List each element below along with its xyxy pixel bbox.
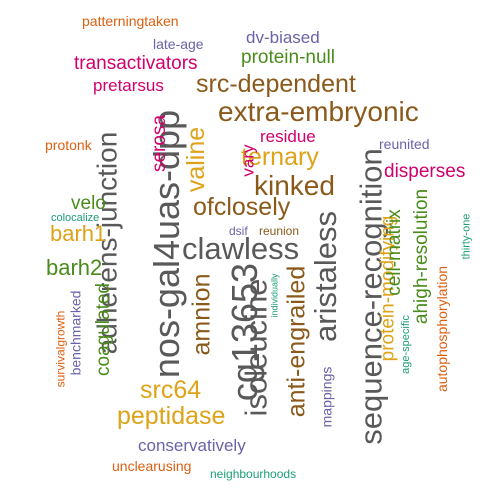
word-serosa: serosa (149, 114, 171, 173)
word-vary: vary (238, 144, 258, 177)
word-patterningtaken: patterningtaken (82, 13, 179, 29)
word-benchmarked: benchmarked (67, 290, 84, 376)
word-individually: individually (269, 273, 280, 318)
word-ofclosely: ofclosely (193, 193, 291, 221)
word-barh2: barh2 (46, 255, 103, 280)
word-thirty-one: thirty-one (460, 213, 473, 260)
word-extra-embryonic: extra-embryonic (218, 96, 419, 127)
word-coagulated: coagulated (92, 283, 114, 376)
word-age-specific: age-specific (399, 315, 412, 374)
word-isoleucine: isoleucine (238, 278, 274, 417)
word-dv-biased: dv-biased (246, 28, 320, 47)
word-disperses: disperses (384, 161, 466, 182)
word-src64: src64 (140, 376, 202, 404)
word-reunion: reunion (259, 224, 300, 238)
word-amnion: amnion (187, 273, 216, 356)
word-unclearusing: unclearusing (112, 458, 192, 474)
word-ahigh-resolution: ahigh-resolution (411, 188, 433, 325)
word-late-age: late-age (153, 36, 204, 52)
word-kinked: kinked (254, 170, 335, 201)
word-clawless: clawless (182, 231, 300, 266)
word-reunited: reunited (379, 136, 430, 152)
word-dsif: dsif (229, 224, 248, 238)
word-colocalize: colocalize (51, 212, 100, 224)
word-cell-matrix: cell-matrix (383, 209, 405, 296)
word-src-dependent: src-dependent (196, 70, 356, 98)
word-protonk: protonk (45, 137, 92, 153)
word-peptidase: peptidase (117, 402, 226, 430)
word-valine: valine (182, 126, 211, 193)
word-residue: residue (260, 127, 316, 146)
word-anti-engrailed: anti-engrailed (282, 265, 311, 418)
word-transactivators: transactivators (74, 53, 198, 74)
word-mappings: mappings (318, 366, 335, 428)
word-autophosphorylation: autophosphorylation (434, 265, 451, 393)
word-protein-null: protein-null (241, 47, 335, 68)
word-conservatively: conservatively (138, 436, 246, 455)
word-aristaless: aristaless (307, 211, 343, 342)
word-pretarsus: pretarsus (93, 76, 164, 95)
word-velo: velo (71, 193, 106, 214)
word-neighbourhoods: neighbourhoods (210, 467, 297, 481)
word-survivalgrowth: survivalgrowth (53, 310, 68, 388)
word-ternary: ternary (241, 143, 319, 171)
word-barh1: barh1 (50, 221, 107, 246)
